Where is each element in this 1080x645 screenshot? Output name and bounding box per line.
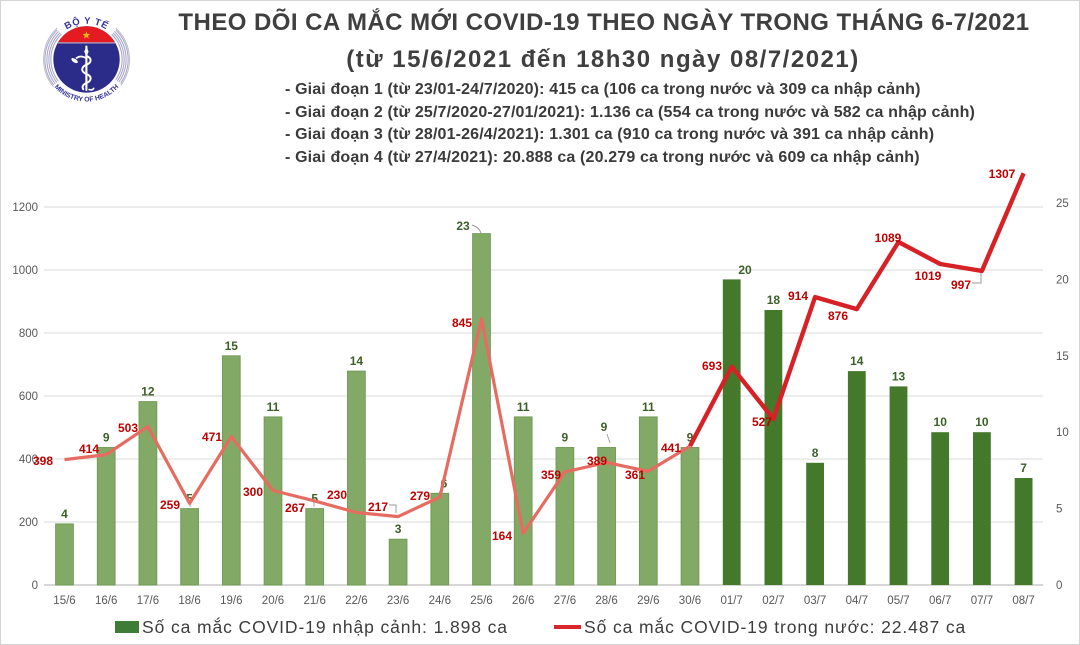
svg-text:527: 527 bbox=[752, 415, 772, 429]
svg-text:22/6: 22/6 bbox=[345, 595, 367, 607]
svg-text:02/7: 02/7 bbox=[762, 595, 784, 607]
svg-text:14: 14 bbox=[350, 354, 364, 368]
svg-text:29/6: 29/6 bbox=[637, 595, 659, 607]
svg-text:16/6: 16/6 bbox=[95, 595, 117, 607]
svg-text:200: 200 bbox=[19, 517, 38, 529]
svg-text:997: 997 bbox=[951, 278, 971, 292]
svg-text:876: 876 bbox=[828, 309, 848, 323]
svg-text:15: 15 bbox=[225, 339, 239, 353]
svg-text:04/7: 04/7 bbox=[846, 595, 868, 607]
svg-text:23: 23 bbox=[456, 219, 470, 233]
svg-text:217: 217 bbox=[368, 500, 388, 514]
svg-text:7: 7 bbox=[1020, 461, 1027, 475]
svg-text:9: 9 bbox=[562, 431, 569, 445]
svg-text:845: 845 bbox=[452, 316, 472, 330]
svg-text:259: 259 bbox=[160, 498, 180, 512]
svg-text:08/7: 08/7 bbox=[1012, 595, 1034, 607]
svg-text:3: 3 bbox=[395, 522, 402, 536]
svg-text:17/6: 17/6 bbox=[137, 595, 159, 607]
svg-text:07/7: 07/7 bbox=[971, 595, 993, 607]
svg-text:300: 300 bbox=[243, 485, 263, 499]
svg-text:267: 267 bbox=[285, 501, 305, 515]
svg-text:05/7: 05/7 bbox=[887, 595, 909, 607]
svg-text:359: 359 bbox=[541, 468, 561, 482]
svg-text:600: 600 bbox=[19, 391, 38, 403]
svg-text:15: 15 bbox=[1056, 351, 1069, 363]
svg-text:400: 400 bbox=[19, 454, 38, 466]
svg-text:4: 4 bbox=[61, 507, 68, 521]
svg-text:398: 398 bbox=[33, 454, 53, 468]
svg-text:693: 693 bbox=[702, 359, 722, 373]
svg-text:5: 5 bbox=[1056, 504, 1062, 516]
svg-text:279: 279 bbox=[410, 489, 430, 503]
svg-text:20: 20 bbox=[1056, 274, 1069, 286]
svg-text:25: 25 bbox=[1056, 198, 1069, 210]
svg-text:1019: 1019 bbox=[915, 269, 942, 283]
svg-text:30/6: 30/6 bbox=[679, 595, 701, 607]
svg-text:25/6: 25/6 bbox=[470, 595, 492, 607]
svg-text:5: 5 bbox=[186, 492, 193, 506]
svg-text:361: 361 bbox=[625, 468, 645, 482]
svg-text:441: 441 bbox=[661, 441, 681, 455]
svg-text:1089: 1089 bbox=[875, 231, 902, 245]
svg-text:230: 230 bbox=[327, 488, 347, 502]
svg-text:01/7: 01/7 bbox=[721, 595, 743, 607]
svg-text:13: 13 bbox=[892, 369, 906, 383]
svg-text:0: 0 bbox=[1056, 580, 1062, 592]
svg-text:5: 5 bbox=[311, 492, 318, 506]
svg-text:19/6: 19/6 bbox=[220, 595, 242, 607]
svg-text:164: 164 bbox=[492, 529, 512, 543]
svg-text:414: 414 bbox=[79, 442, 99, 456]
svg-text:1307: 1307 bbox=[989, 167, 1016, 181]
svg-text:20/6: 20/6 bbox=[262, 595, 284, 607]
svg-text:14: 14 bbox=[850, 354, 864, 368]
svg-text:10: 10 bbox=[1056, 427, 1069, 439]
svg-text:10: 10 bbox=[934, 415, 948, 429]
svg-text:11: 11 bbox=[642, 400, 655, 414]
svg-text:471: 471 bbox=[202, 430, 222, 444]
svg-text:24/6: 24/6 bbox=[429, 595, 451, 607]
svg-text:12: 12 bbox=[141, 385, 155, 399]
svg-text:03/7: 03/7 bbox=[804, 595, 826, 607]
svg-text:18: 18 bbox=[767, 293, 781, 307]
svg-text:06/7: 06/7 bbox=[929, 595, 951, 607]
svg-text:503: 503 bbox=[118, 421, 138, 435]
svg-text:21/6: 21/6 bbox=[304, 595, 326, 607]
svg-text:27/6: 27/6 bbox=[554, 595, 576, 607]
svg-text:914: 914 bbox=[788, 289, 808, 303]
svg-text:18/6: 18/6 bbox=[178, 595, 200, 607]
svg-text:20: 20 bbox=[738, 263, 752, 277]
svg-text:1200: 1200 bbox=[12, 202, 38, 214]
svg-text:9: 9 bbox=[687, 431, 694, 445]
svg-text:8: 8 bbox=[812, 446, 819, 460]
svg-text:15/6: 15/6 bbox=[53, 595, 75, 607]
svg-text:BỘ Y TẾ: BỘ Y TẾ bbox=[63, 15, 111, 32]
svg-text:389: 389 bbox=[587, 454, 607, 468]
svg-text:11: 11 bbox=[517, 400, 530, 414]
svg-text:9: 9 bbox=[103, 431, 110, 445]
svg-text:10: 10 bbox=[975, 415, 989, 429]
svg-text:23/6: 23/6 bbox=[387, 595, 409, 607]
svg-text:1000: 1000 bbox=[12, 265, 38, 277]
svg-text:800: 800 bbox=[19, 328, 38, 340]
svg-text:28/6: 28/6 bbox=[595, 595, 617, 607]
svg-text:26/6: 26/6 bbox=[512, 595, 534, 607]
svg-text:11: 11 bbox=[267, 400, 280, 414]
svg-text:0: 0 bbox=[32, 580, 38, 592]
svg-text:9: 9 bbox=[601, 420, 608, 434]
